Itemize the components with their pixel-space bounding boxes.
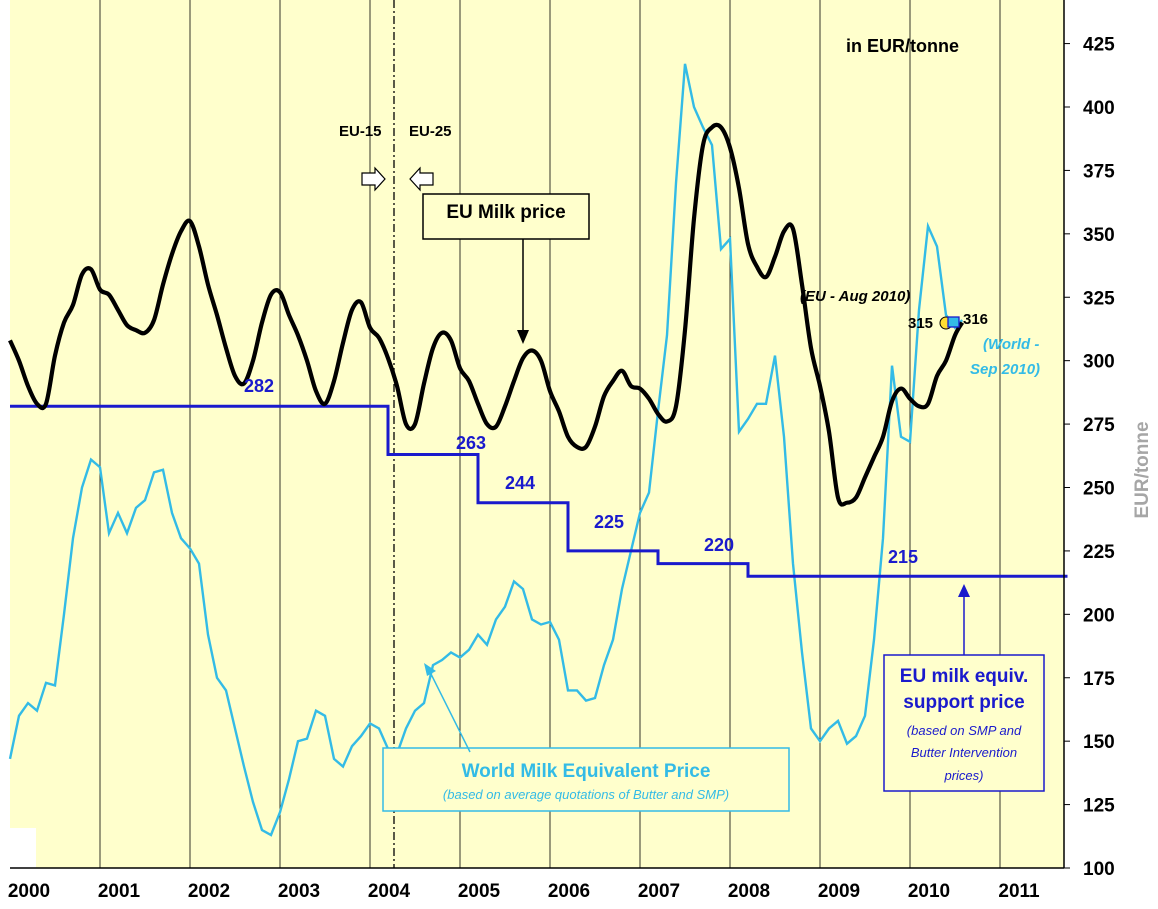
x-tick-labels: 2000 2001 2002 2003 2004 2005 2006 2007 2008 2009… (8, 881, 1040, 902)
eu-milk-price-box-label: EU Milk price (446, 202, 565, 223)
eu15-label: EU-15 (339, 123, 382, 140)
y-tick-labels: 100 125 150 175 200 225 250 275 300 325 350 375 400 4… (1064, 35, 1115, 880)
support-price-box (883, 654, 1045, 792)
y-tick-label: 150 (1083, 732, 1115, 753)
y-tick-label: 250 (1083, 479, 1115, 500)
x-tick-label: 2009 (818, 881, 860, 902)
x-tick-label: 2006 (548, 881, 590, 902)
world-sep-label-2: Sep 2010) (970, 361, 1040, 378)
support-box-line4: Butter Intervention (911, 745, 1017, 760)
x-tick-label: 2004 (368, 881, 411, 902)
white-patch (10, 828, 36, 868)
x-tick-label: 2005 (458, 881, 501, 902)
eu-milk-price-box (422, 193, 590, 240)
x-tick-label: 2003 (278, 881, 320, 902)
y-tick-label: 300 (1083, 352, 1115, 373)
x-tick-label: 2011 (998, 881, 1040, 902)
y-axis-label: EUR/tonne (1132, 421, 1153, 518)
y-tick-label: 275 (1083, 415, 1115, 436)
x-tick-label: 2002 (188, 881, 230, 902)
y-tick-label: 100 (1083, 859, 1115, 880)
y-tick-label: 325 (1083, 288, 1115, 309)
eu-aug-2010-label: (EU - Aug 2010) (800, 288, 910, 305)
y-tick-label: 225 (1083, 542, 1115, 563)
y-tick-label: 400 (1083, 98, 1115, 119)
support-label-263: 263 (456, 433, 486, 453)
support-box-line2: support price (903, 692, 1024, 713)
x-tick-label: 2000 (8, 881, 50, 902)
support-label-225: 225 (594, 512, 624, 532)
world-price-box (382, 747, 790, 812)
x-tick-label: 2001 (98, 881, 141, 902)
y-tick-label: 175 (1083, 669, 1115, 690)
x-tick-label: 2010 (908, 881, 950, 902)
world-price-box-subtitle: (based on average quotations of Butter a… (443, 787, 729, 802)
support-box-line1: EU milk equiv. (900, 666, 1028, 687)
support-label-220: 220 (704, 535, 734, 555)
y-tick-label: 350 (1083, 225, 1115, 246)
world-price-arrowhead-icon (424, 663, 436, 676)
world-sep-label-1: (World - (983, 336, 1039, 353)
world-price-box-title: World Milk Equivalent Price (462, 761, 711, 782)
eu-support-price-line (10, 404, 1068, 578)
eu-milk-price-line (8, 122, 965, 507)
support-box-line5: prices) (943, 768, 983, 783)
world-end-value: 316 (963, 311, 988, 328)
y-tick-label: 125 (1083, 796, 1115, 817)
support-label-282: 282 (244, 376, 274, 396)
support-label-244: 244 (505, 473, 535, 493)
x-tick-label: 2008 (728, 881, 770, 902)
world-end-marker (947, 316, 960, 328)
y-tick-label: 425 (1083, 35, 1115, 56)
eu-end-value: 315 (908, 315, 933, 332)
world-milk-price-line (8, 63, 964, 837)
eu15-arrow-icon (361, 166, 386, 192)
eu25-arrow-icon (409, 166, 434, 192)
eu25-label: EU-25 (409, 123, 452, 140)
eu-milk-price-arrowhead-icon (517, 330, 529, 344)
x-tick-label: 2007 (638, 881, 680, 902)
y-tick-label: 375 (1083, 161, 1115, 182)
unit-label: in EUR/tonne (846, 36, 959, 56)
y-tick-label: 200 (1083, 605, 1115, 626)
support-price-arrowhead-icon (958, 584, 970, 597)
support-label-215: 215 (888, 547, 918, 567)
support-box-line3: (based on SMP and (907, 723, 1022, 738)
world-price-pointer (429, 671, 471, 753)
